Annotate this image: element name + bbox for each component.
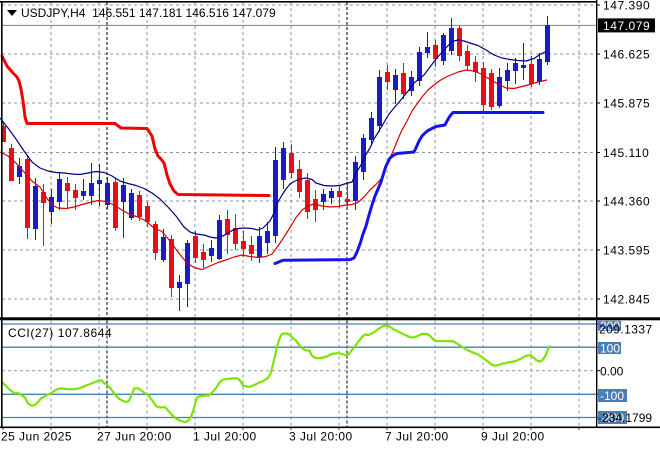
svg-text:CCI(27) 107.8644: CCI(27) 107.8644 (8, 326, 112, 340)
svg-text:9 Jul 20:00: 9 Jul 20:00 (481, 430, 545, 444)
svg-text:100: 100 (600, 341, 620, 355)
svg-text:0.00: 0.00 (600, 365, 624, 379)
svg-text:145.110: 145.110 (603, 146, 649, 160)
svg-text:147.079: 147.079 (603, 19, 650, 33)
svg-text:145.875: 145.875 (603, 96, 650, 110)
svg-text:7 Jul 20:00: 7 Jul 20:00 (385, 430, 449, 444)
svg-text:-200: -200 (600, 411, 624, 425)
svg-text:USDJPY,H4 146.551 147.181 146: USDJPY,H4 146.551 147.181 146.516 147.07… (21, 6, 276, 20)
svg-text:-100: -100 (600, 389, 624, 403)
svg-text:27 Jun 20:00: 27 Jun 20:00 (97, 430, 172, 444)
svg-text:146.625: 146.625 (603, 47, 650, 61)
svg-text:-234.1799: -234.1799 (598, 411, 652, 425)
svg-text:142.845: 142.845 (603, 292, 650, 306)
svg-text:144.360: 144.360 (603, 194, 650, 208)
svg-text:3 Jul 20:00: 3 Jul 20:00 (289, 430, 353, 444)
svg-text:200: 200 (600, 319, 620, 333)
svg-text:1 Jul 20:00: 1 Jul 20:00 (193, 430, 257, 444)
svg-text:147.390: 147.390 (603, 0, 650, 12)
svg-text:25 Jun 2025: 25 Jun 2025 (1, 430, 72, 444)
svg-text:209.1337: 209.1337 (599, 323, 653, 337)
svg-text:143.595: 143.595 (603, 243, 650, 257)
